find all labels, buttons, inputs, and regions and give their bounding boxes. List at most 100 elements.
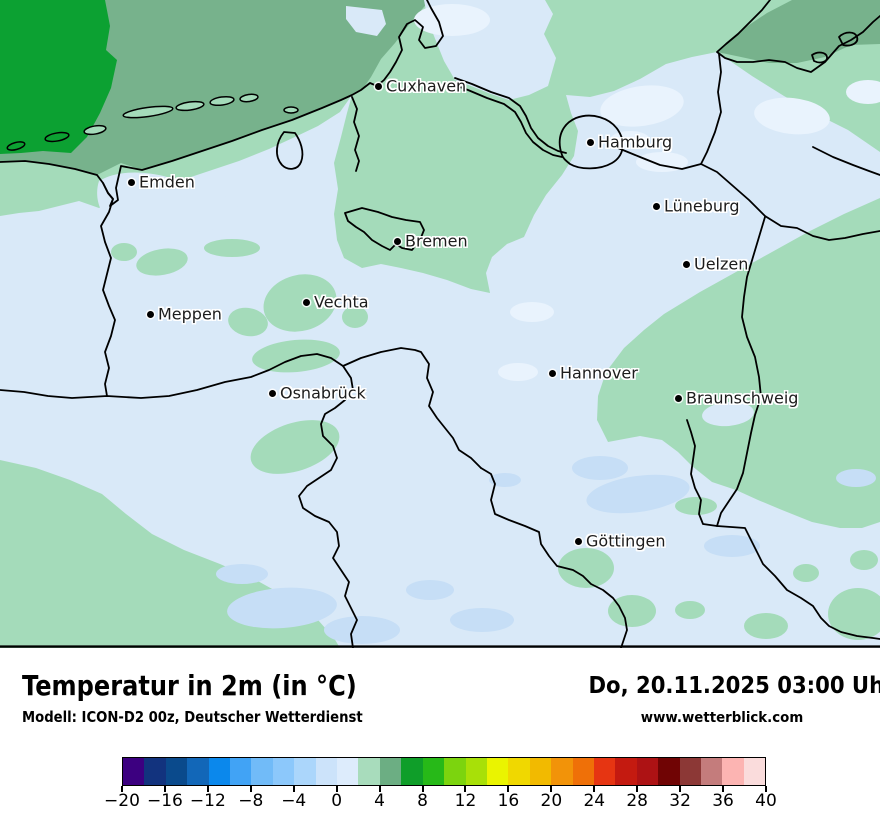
colorbar-segment xyxy=(123,758,145,785)
jade-bight xyxy=(276,131,304,170)
colorbar-tick xyxy=(464,786,467,792)
river-weser-estuary xyxy=(351,96,360,172)
colorbar-tick-label: 8 xyxy=(417,791,428,811)
colorbar-segment xyxy=(230,758,252,785)
light-blue-blob xyxy=(610,131,650,149)
colorbar-segment xyxy=(679,758,701,785)
colorbar-segment xyxy=(700,758,723,785)
green-blob xyxy=(608,595,656,627)
region-blue-pocket-braunschweig xyxy=(702,401,754,427)
deep-blue-blob xyxy=(836,469,876,487)
colorbar-segment xyxy=(572,758,594,785)
green-blob xyxy=(252,339,340,373)
green-blob xyxy=(793,564,819,582)
colorbar-tick-label: 28 xyxy=(626,791,649,811)
deeper-blue-patches xyxy=(216,456,876,644)
green-blob xyxy=(111,243,137,261)
colorbar-segment xyxy=(486,758,509,785)
colorbar-segment xyxy=(465,758,487,785)
region-4-6-northwest-sea xyxy=(0,0,430,175)
border-netherlands xyxy=(100,182,116,397)
island xyxy=(209,95,235,107)
green-blob xyxy=(675,497,717,515)
green-blob xyxy=(828,588,880,640)
wadden-islands xyxy=(6,93,299,151)
colorbar-segment xyxy=(294,758,316,785)
region-4-6-northeast xyxy=(717,0,880,63)
island xyxy=(239,93,259,103)
deep-blue-blob xyxy=(227,587,337,629)
island-baltic-2 xyxy=(811,51,828,64)
colorbar-segment xyxy=(658,758,680,785)
colorbar-tick xyxy=(765,786,767,792)
colorbar-tick-label: 40 xyxy=(755,791,777,811)
green-blob xyxy=(342,306,368,328)
forecast-datetime: Do, 20.11.2025 03:00 Uhr xyxy=(588,673,880,699)
region-6-8-northwest-corner xyxy=(0,0,117,154)
map-canvas xyxy=(0,0,880,648)
model-info: Modell: ICON-D2 00z, Deutscher Wetterdie… xyxy=(22,708,363,726)
colorbar-segment xyxy=(508,758,530,785)
colorbar-tick-label: −16 xyxy=(146,791,183,811)
light-blue-blob xyxy=(754,97,830,135)
deep-blue-blob xyxy=(572,456,628,480)
colorbar-segment xyxy=(144,758,166,785)
colorbar-tick xyxy=(636,786,639,792)
colorbar-segment xyxy=(337,758,359,785)
colorbar-segment xyxy=(401,758,423,785)
colorbar-segment xyxy=(444,758,466,785)
colorbar-tick xyxy=(335,786,338,792)
colorbar-segment xyxy=(187,758,209,785)
colorbar-segment xyxy=(743,758,766,785)
green-blob xyxy=(204,239,260,257)
colorbar-tick-label: 32 xyxy=(669,791,691,811)
colorbar-tick xyxy=(249,786,252,792)
colorbar-segment xyxy=(272,758,295,785)
temperature-fill-regions xyxy=(0,0,880,648)
island xyxy=(122,105,174,119)
colorbar-segment xyxy=(636,758,659,785)
island xyxy=(44,131,70,143)
colorbar-tick xyxy=(121,786,123,792)
coastline-north-sea xyxy=(0,82,378,207)
colorbar-tick-label: −20 xyxy=(104,791,140,811)
green-blob xyxy=(558,548,614,588)
green-blob xyxy=(850,550,878,570)
colorbar-tick xyxy=(550,786,553,792)
border-hamburg xyxy=(558,114,624,170)
deep-blue-blob xyxy=(324,616,400,644)
border-bremen xyxy=(344,207,425,251)
island xyxy=(83,124,107,136)
colorbar-tick-label: −4 xyxy=(281,791,307,811)
colorbar-segment xyxy=(722,758,744,785)
colorbar-tick-label: 20 xyxy=(540,791,563,811)
green-blob xyxy=(250,420,340,474)
green-blob xyxy=(675,601,705,619)
border-goettingen-east xyxy=(686,419,880,640)
colorbar-segment xyxy=(208,758,231,785)
website-url: www.wetterblick.com xyxy=(640,710,804,726)
colorbar-tick xyxy=(163,786,166,792)
deep-blue-blob xyxy=(216,564,268,584)
colorbar-segment xyxy=(422,758,445,785)
colorbar-tick-label: 12 xyxy=(454,791,477,811)
colorbar-tick-label: 24 xyxy=(583,791,606,811)
colorbar-tick-label: 4 xyxy=(374,791,386,811)
island xyxy=(283,106,299,114)
colorbar-tick xyxy=(378,786,381,792)
river-elbe-east xyxy=(617,147,880,241)
green-blob xyxy=(263,274,337,332)
colorbar-tick xyxy=(722,786,725,792)
coastline-dithmarschen xyxy=(376,0,444,87)
light-blue-blob xyxy=(498,363,538,381)
border-saxony-anhalt xyxy=(716,216,766,527)
light-blue-blob xyxy=(600,85,684,127)
deep-blue-blob xyxy=(489,473,521,487)
border-schleswig-holstein xyxy=(700,53,722,165)
light-blue-blob xyxy=(414,4,490,36)
deep-blue-blob xyxy=(586,474,690,514)
colorbar-tick-label: 36 xyxy=(712,791,734,811)
colorbar-segment xyxy=(593,758,616,785)
colorbar-segment xyxy=(251,758,273,785)
